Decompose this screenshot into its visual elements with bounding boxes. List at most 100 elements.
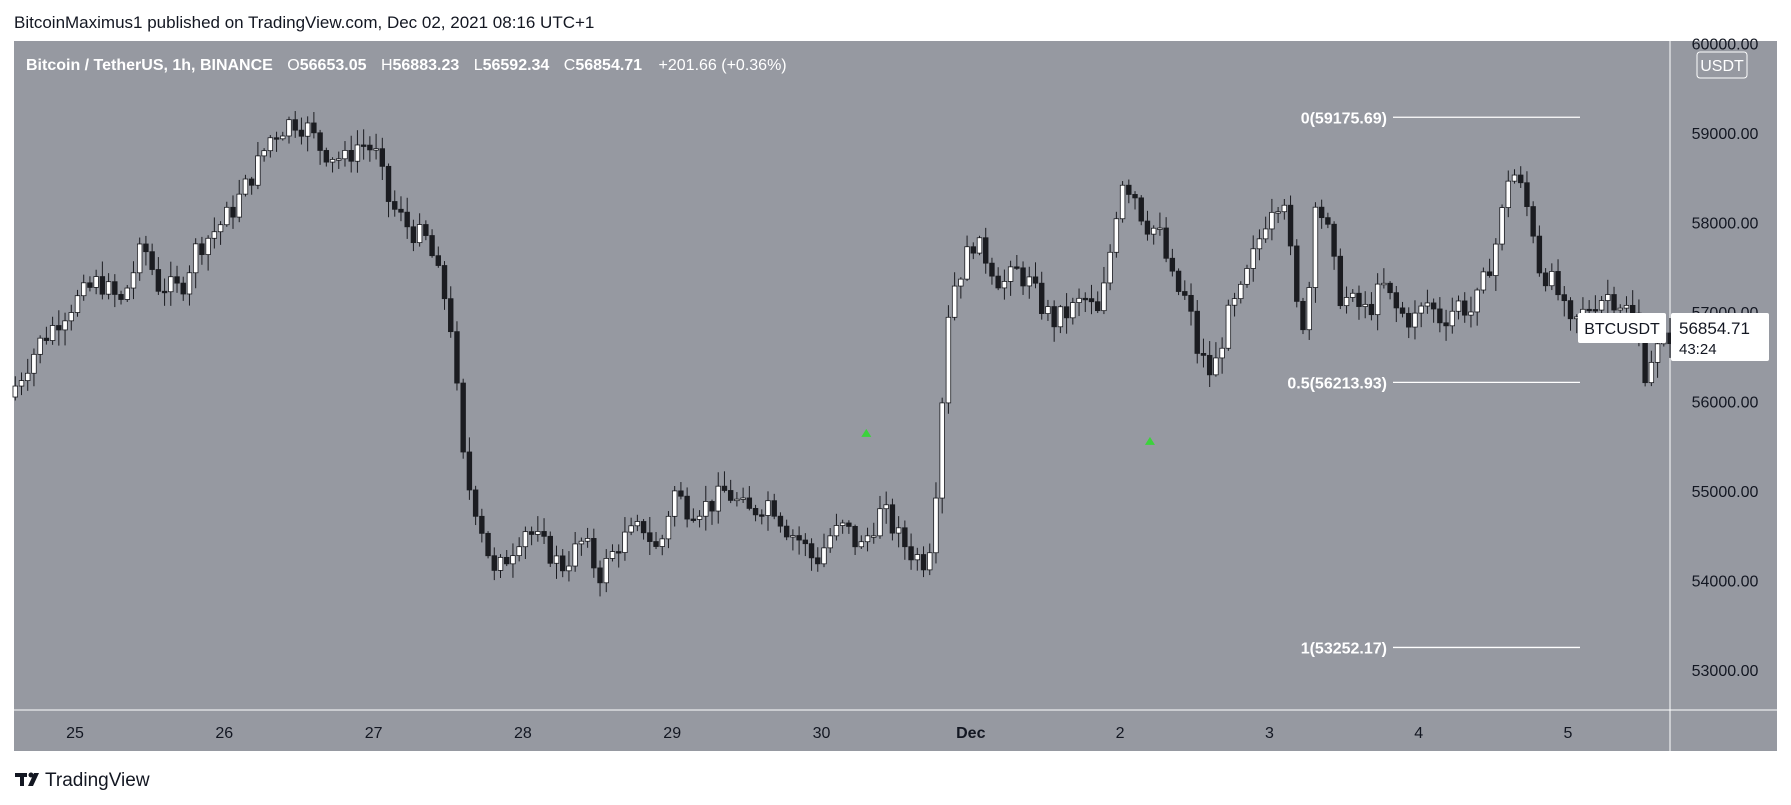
candle — [1331, 223, 1337, 257]
candle — [616, 551, 622, 554]
chart-pane[interactable] — [14, 41, 1777, 751]
time-tick-5: 30 — [813, 725, 831, 742]
candle — [740, 497, 746, 500]
candle — [1250, 248, 1256, 269]
candle — [1654, 343, 1661, 363]
candle — [1007, 266, 1014, 282]
candle — [1138, 197, 1144, 222]
candle — [105, 281, 112, 295]
candle — [920, 554, 927, 571]
candle — [597, 567, 603, 584]
candle — [1462, 300, 1468, 316]
symbol-label-box — [1578, 313, 1666, 343]
candle — [1200, 353, 1207, 356]
candle — [12, 385, 18, 398]
candle — [1598, 300, 1605, 311]
candle — [914, 554, 921, 561]
candle — [783, 525, 790, 538]
candle — [1057, 306, 1064, 328]
candle — [895, 527, 902, 534]
time-axis[interactable]: 25 26 27 28 29 30 Dec 2 3 4 5 — [66, 725, 1572, 742]
candle — [1381, 282, 1387, 286]
candle — [902, 527, 908, 548]
candle — [1157, 227, 1163, 230]
symbol-label: BTCUSDT — [1584, 321, 1660, 338]
candle — [1374, 283, 1381, 316]
candle — [1350, 292, 1356, 298]
time-tick-7: 2 — [1116, 725, 1125, 742]
candle — [1567, 300, 1574, 320]
candle — [1256, 238, 1263, 250]
candle — [933, 497, 939, 554]
candle — [342, 150, 348, 160]
candle — [1555, 271, 1561, 296]
candle — [1337, 255, 1344, 307]
candle — [958, 278, 964, 287]
candle — [404, 211, 410, 228]
candle — [1648, 361, 1655, 384]
candle — [304, 122, 311, 137]
legend-high-label: H — [381, 57, 393, 74]
candle — [578, 540, 585, 545]
candle — [118, 294, 124, 300]
candle — [1287, 204, 1294, 247]
candle — [56, 325, 62, 331]
candle — [280, 135, 286, 140]
candle — [410, 226, 417, 244]
candle — [1194, 310, 1200, 354]
legend-symbol: Bitcoin / TetherUS, 1h, BINANCE — [26, 57, 273, 74]
candle — [945, 316, 952, 404]
candle — [68, 312, 74, 322]
candle — [877, 508, 883, 537]
candle — [951, 285, 958, 318]
candle — [1430, 302, 1437, 310]
candle — [759, 514, 765, 517]
candle — [821, 547, 827, 565]
candle — [995, 275, 1001, 289]
candle — [49, 325, 56, 341]
ohlc-legend: Bitcoin / TetherUS, 1h, BINANCE O56653.0… — [26, 57, 787, 74]
candle — [1275, 211, 1281, 214]
candle — [360, 144, 367, 147]
fib-retracement[interactable]: 0(59175.69) 0.5(56213.93) 1(53252.17) — [1287, 110, 1580, 657]
candle — [1213, 357, 1219, 376]
candle — [983, 237, 989, 264]
candle — [566, 565, 572, 572]
candle — [1511, 174, 1518, 182]
candle — [18, 380, 25, 387]
candle — [1629, 304, 1636, 314]
candle — [790, 535, 796, 538]
footer-brand[interactable]: TradingView — [45, 770, 150, 791]
candle — [429, 235, 435, 257]
candle — [112, 281, 118, 295]
candle — [939, 402, 945, 499]
candle — [665, 515, 672, 540]
candle — [37, 337, 43, 355]
candle — [541, 531, 547, 537]
candle — [466, 451, 473, 491]
candle — [1088, 298, 1095, 303]
last-price: 56854.71 — [1679, 319, 1750, 338]
candle — [1312, 206, 1319, 288]
candle — [1045, 306, 1051, 314]
candle — [1356, 292, 1362, 307]
candle — [696, 515, 703, 520]
candle — [292, 119, 298, 131]
candle — [659, 538, 665, 547]
price-tick-5: 55000.00 — [1692, 484, 1759, 501]
candle — [379, 148, 386, 167]
candle — [1443, 322, 1449, 327]
candle — [211, 231, 218, 239]
candle — [671, 490, 678, 517]
candle — [1306, 287, 1312, 331]
candle — [1406, 312, 1412, 328]
candle — [815, 557, 821, 565]
candle — [1144, 220, 1151, 235]
candle — [1014, 266, 1020, 269]
candle — [516, 546, 522, 557]
candle — [833, 525, 840, 537]
candle — [522, 531, 529, 548]
time-tick-4: 29 — [663, 725, 681, 742]
candle — [852, 526, 858, 548]
currency-badge-box[interactable] — [1696, 51, 1748, 79]
